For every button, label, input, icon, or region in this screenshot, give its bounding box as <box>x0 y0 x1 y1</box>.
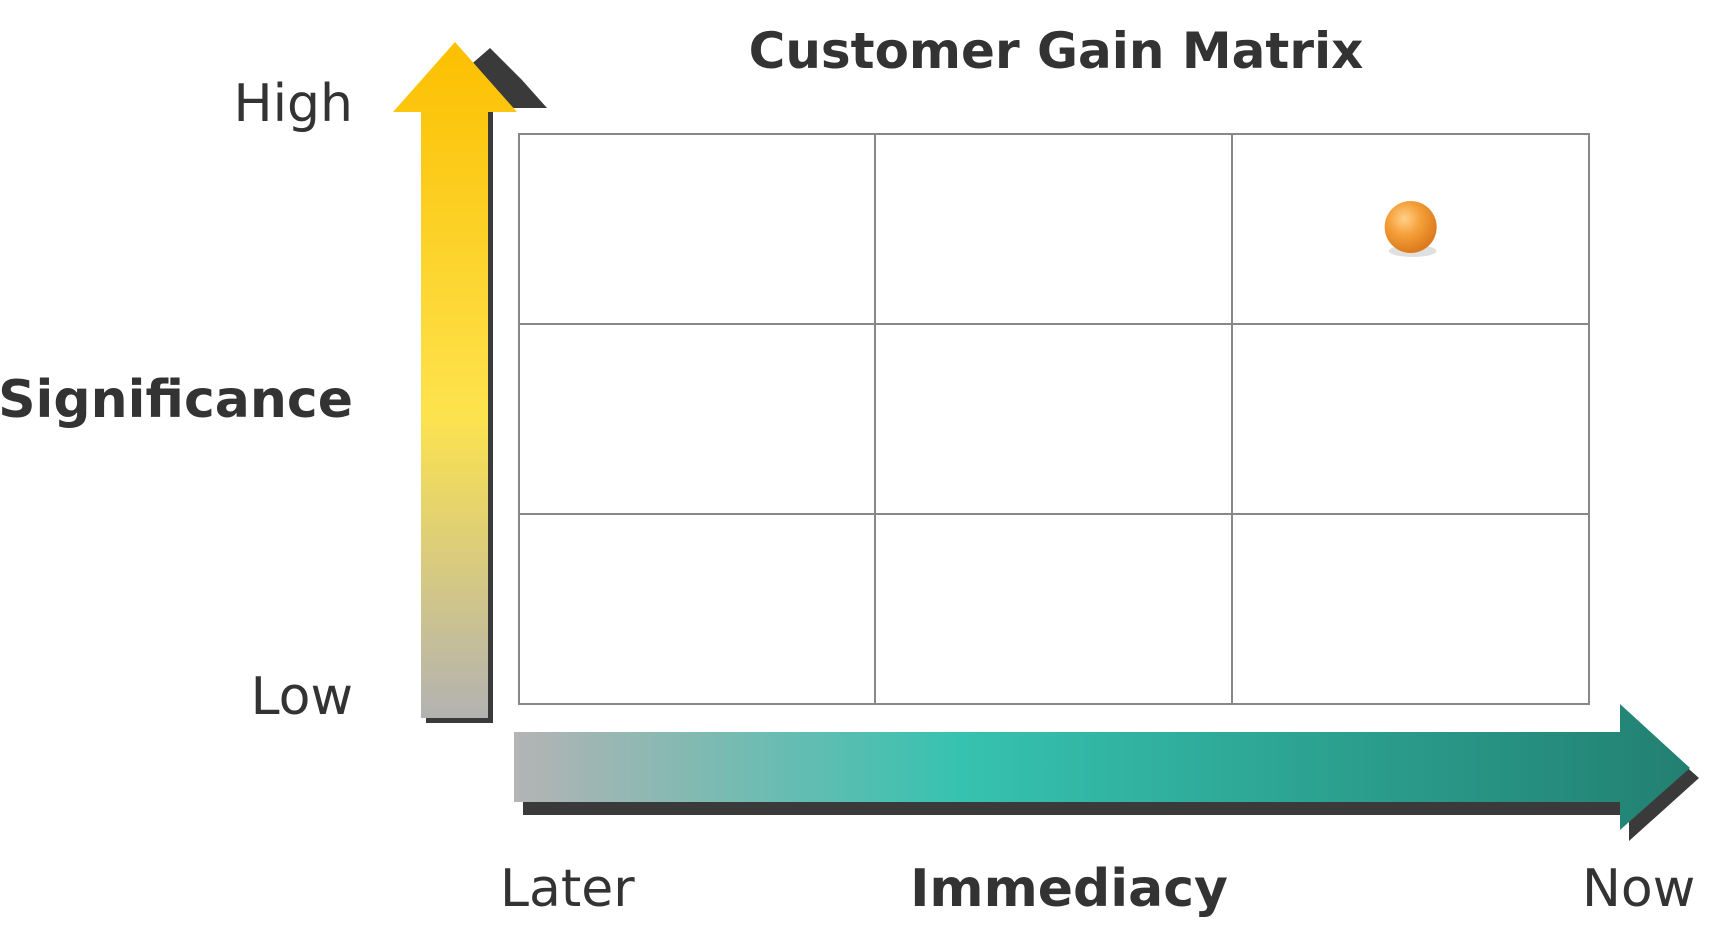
y-axis-low-label: Low <box>250 667 353 727</box>
x-axis-end-label: Now <box>1582 859 1696 919</box>
immediacy-arrow-body <box>514 704 1690 830</box>
x-axis-label: Immediacy <box>910 859 1228 919</box>
grid-border <box>518 133 1590 705</box>
y-axis-label: Significance <box>0 370 353 430</box>
significance-arrow-body <box>393 42 517 718</box>
marker-dot <box>1384 201 1437 257</box>
x-axis-start-label: Later <box>500 859 635 919</box>
diagram-title: Customer Gain Matrix <box>748 22 1364 80</box>
y-axis-high-label: High <box>233 74 353 134</box>
